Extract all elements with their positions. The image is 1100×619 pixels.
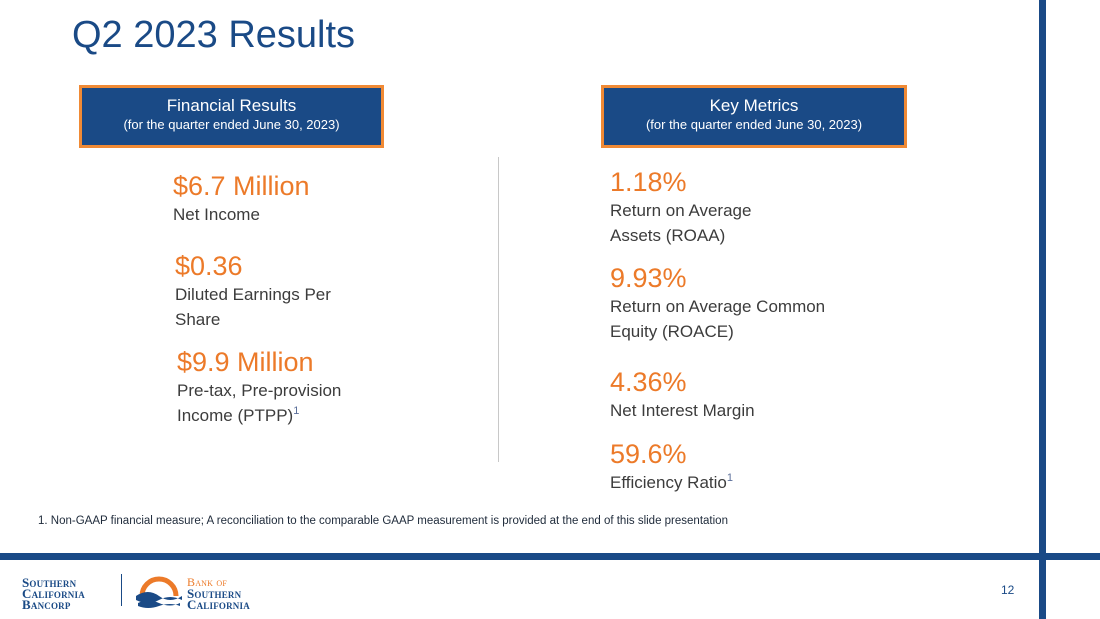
logo-line: Bancorp: [22, 597, 71, 612]
metric-label: Net Interest Margin: [610, 401, 755, 420]
logo-line: Bank of: [187, 575, 227, 589]
logo-line: Southern: [22, 575, 77, 590]
bank-logo-mark-icon: [136, 576, 182, 608]
financial-results-header-subtitle: (for the quarter ended June 30, 2023): [123, 117, 340, 132]
metric-label: Return on Average: [610, 201, 752, 220]
page-number: 12: [1001, 583, 1015, 597]
metric-label: Pre-tax, Pre-provision: [177, 381, 342, 400]
right-accent-bar: [1039, 0, 1046, 619]
logo-line: California: [22, 586, 85, 601]
metric-label-line2: Share: [175, 310, 221, 329]
metric-label-line2: Equity (ROACE): [610, 322, 734, 341]
logo-separator: [121, 574, 122, 606]
metric-label: Diluted Earnings Per: [175, 285, 331, 304]
footnote-marker: 1: [293, 405, 300, 417]
metric-value: 1.18%: [610, 167, 687, 197]
metric-label-text: Income (PTPP): [177, 406, 294, 425]
metric-value: 9.93%: [610, 263, 687, 293]
metric-item-roaa: 1.18% Return on Average Assets (ROAA): [610, 166, 751, 248]
bottom-accent-bar: [0, 553, 1100, 560]
metric-item-roace: 9.93% Return on Average Common Equity (R…: [610, 262, 825, 344]
footnote: 1. Non-GAAP financial measure; A reconci…: [38, 515, 728, 527]
metric-label-line2: Income (PTPP)1: [177, 403, 341, 428]
metric-label-text: Efficiency Ratio: [610, 473, 727, 492]
metric-label: Net Income: [173, 205, 260, 224]
metric-item-nim: 4.36% Net Interest Margin: [610, 366, 755, 423]
financial-item-net-income: $6.7 Million Net Income: [173, 170, 310, 227]
key-metrics-header: Key Metrics (for the quarter ended June …: [601, 85, 907, 148]
metric-label: Efficiency Ratio1: [610, 470, 733, 495]
logo-line: California: [187, 597, 250, 612]
key-metrics-header-subtitle: (for the quarter ended June 30, 2023): [645, 117, 863, 132]
metric-label: Return on Average Common: [610, 297, 826, 316]
metric-value: 59.6%: [610, 439, 687, 469]
footnote-marker: 1: [726, 472, 733, 484]
column-divider: [498, 157, 499, 462]
financial-item-ptpp: $9.9 Million Pre-tax, Pre-provision Inco…: [177, 346, 341, 428]
financial-results-header: Financial Results (for the quarter ended…: [79, 85, 384, 148]
logo-line: Southern: [187, 586, 242, 601]
metric-value: $0.36: [175, 251, 243, 281]
key-metrics-header-title: Key Metrics: [709, 96, 799, 115]
metric-item-efficiency-ratio: 59.6% Efficiency Ratio1: [610, 438, 733, 495]
metric-value: 4.36%: [610, 367, 687, 397]
metric-value: $6.7 Million: [173, 171, 310, 201]
financial-item-diluted-eps: $0.36 Diluted Earnings Per Share: [175, 250, 331, 332]
metric-value: $9.9 Million: [177, 347, 314, 377]
metric-label-line2: Assets (ROAA): [610, 226, 726, 245]
southern-california-bancorp-logo: Southern California Bancorp: [22, 575, 85, 612]
bank-of-southern-california-logo: Bank of Southern California: [187, 575, 250, 612]
financial-results-header-title: Financial Results: [166, 96, 297, 115]
page-title: Q2 2023 Results: [72, 14, 356, 56]
